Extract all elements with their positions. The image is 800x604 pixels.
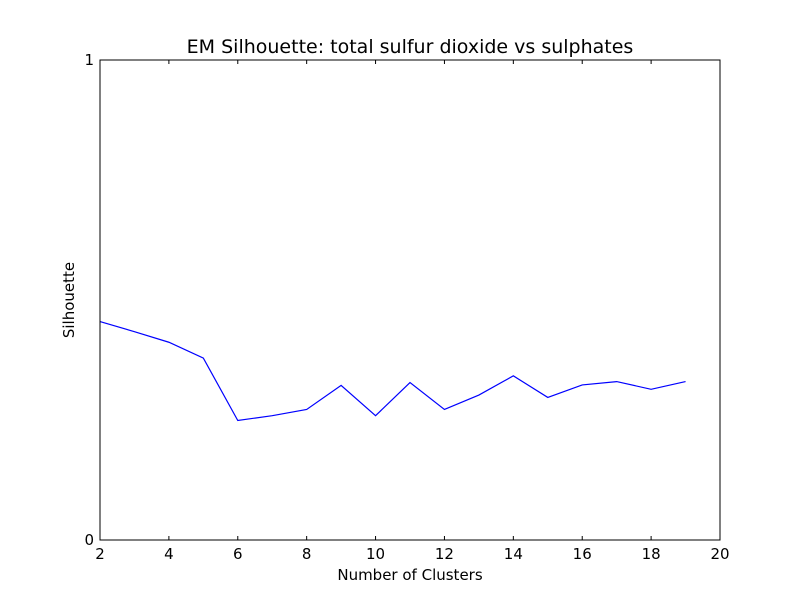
data-point	[685, 381, 686, 382]
plot-frame	[99, 59, 721, 541]
data-point	[409, 382, 410, 383]
data-point	[203, 357, 204, 358]
data-point	[306, 409, 307, 410]
data-point	[168, 342, 169, 343]
chart-title: EM Silhouette: total sulfur dioxide vs s…	[187, 36, 634, 58]
x-tick-label: 16	[573, 545, 592, 563]
data-point	[616, 381, 617, 382]
data-point	[134, 331, 135, 332]
data-point	[651, 389, 652, 390]
x-tick-label: 14	[504, 545, 523, 563]
x-tick-label: 20	[710, 545, 729, 563]
x-axis-label: Number of Clusters	[337, 566, 482, 584]
data-point	[375, 415, 376, 416]
plot-background	[100, 60, 720, 540]
x-tick-label: 12	[435, 545, 454, 563]
data-point	[582, 384, 583, 385]
x-tick-label: 8	[302, 545, 312, 563]
data-point	[341, 385, 342, 386]
series-line	[99, 321, 686, 422]
y-axis-label: Silhouette	[60, 262, 78, 338]
x-tick-label: 18	[642, 545, 661, 563]
data-point	[272, 415, 273, 416]
data-point	[513, 375, 514, 376]
data-point	[444, 409, 445, 410]
data-point	[547, 397, 548, 398]
data-point	[478, 394, 479, 395]
data-point	[237, 420, 238, 421]
x-tick-label: 2	[95, 545, 105, 563]
y-tick-label: 1	[84, 51, 94, 69]
x-tick-label: 6	[233, 545, 243, 563]
x-tick-label: 4	[164, 545, 174, 563]
y-tick-label: 0	[84, 531, 94, 549]
x-tick-label: 10	[366, 545, 385, 563]
series-layer	[99, 321, 686, 422]
ticks-layer: 2 4 6 8 10 12 14 16 18 20 0 1	[84, 51, 729, 563]
